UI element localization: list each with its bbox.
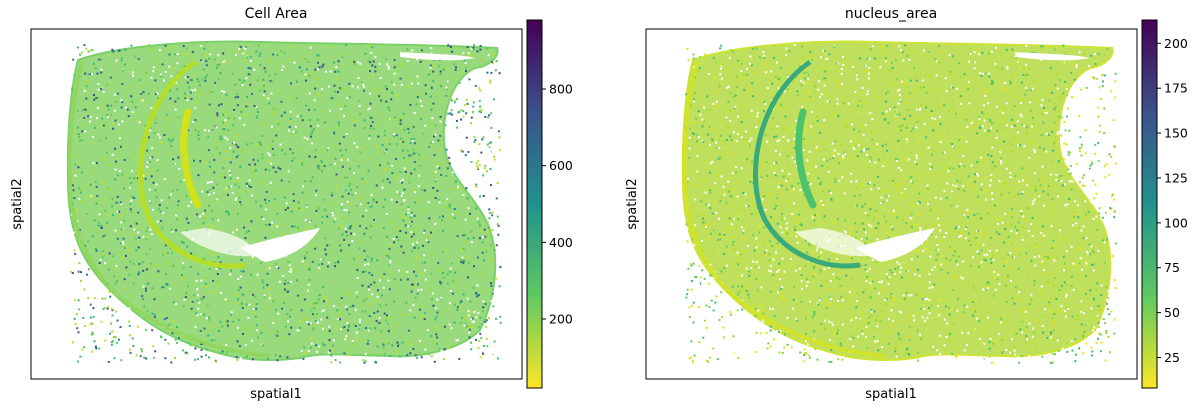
tissue-scatter	[66, 40, 502, 364]
colorbar-tick-label: 200	[549, 312, 573, 327]
colorbar: 200 400 600 800	[526, 19, 573, 389]
plot-frame	[30, 28, 523, 380]
colorbar-tick-label: 200	[1164, 36, 1188, 51]
colorbar-tick-label: 175	[1164, 81, 1188, 96]
plot-frame	[645, 28, 1138, 380]
y-axis-label: spatial2	[10, 178, 25, 230]
chart-title: nucleus_area	[845, 6, 937, 22]
colorbar-tick-label: 800	[549, 82, 573, 97]
x-axis-label: spatial1	[250, 387, 302, 402]
colorbar-gradient	[1141, 19, 1158, 389]
colorbar-tick-label: 75	[1164, 260, 1180, 275]
colorbar-tick-label: 50	[1164, 305, 1180, 320]
y-axis-label: spatial2	[625, 178, 640, 230]
chart-title: Cell Area	[245, 6, 308, 22]
colorbar-tick-label: 150	[1164, 126, 1188, 141]
colorbar-tick-label: 25	[1164, 350, 1180, 365]
x-axis-label: spatial1	[865, 387, 917, 402]
colorbar-tick-label: 400	[549, 235, 573, 250]
colorbar-tick-label: 100	[1164, 215, 1188, 230]
colorbar-tick-label: 600	[549, 158, 573, 173]
colorbar-gradient	[526, 19, 543, 389]
colorbar: 25 50 75 100 125 150 175 200	[1141, 19, 1188, 389]
panel-cell-area: Cell Area spatial1 spatial2 200 400 600 800	[10, 6, 573, 402]
colorbar-tick-label: 125	[1164, 170, 1188, 185]
panel-nucleus-area: nucleus_area spatial1 spatial2 25 50 75 100…	[625, 6, 1188, 402]
tissue-scatter	[681, 40, 1117, 364]
